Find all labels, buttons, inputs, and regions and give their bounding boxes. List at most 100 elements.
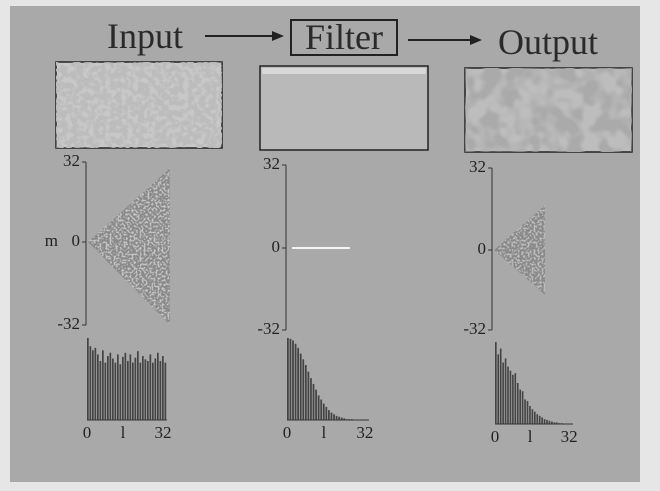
hist-bar <box>526 401 529 424</box>
hist-bar <box>147 360 149 420</box>
m-tick-label: 32 <box>263 154 280 173</box>
hist-bar <box>507 366 509 424</box>
hist-bar <box>330 412 333 420</box>
hist-bar <box>307 371 310 420</box>
output-title: Output <box>498 22 598 62</box>
hist-bar <box>548 420 551 424</box>
hist-bar <box>340 417 343 420</box>
hist-bar <box>149 354 152 420</box>
m-tick-label: 0 <box>272 237 281 256</box>
hist-bar <box>94 347 97 420</box>
m-tick-label: 0 <box>72 231 81 250</box>
hist-bar <box>92 350 94 420</box>
hist-bar <box>127 360 129 420</box>
hist-bar <box>109 352 112 420</box>
hist-bar <box>310 378 312 420</box>
hist-bar <box>543 419 546 424</box>
m-tick-label: -32 <box>57 314 80 333</box>
hist-bar <box>317 395 320 420</box>
hist-bar <box>333 414 335 420</box>
input-texture <box>56 62 222 148</box>
hist-bar <box>531 409 534 424</box>
hist-bar <box>325 406 328 420</box>
m-tick-label: 32 <box>63 151 80 170</box>
output-texture <box>465 68 632 152</box>
input-spectrum-dots <box>88 168 170 325</box>
m-tick-label: -32 <box>463 319 486 338</box>
hist-bar <box>159 360 162 420</box>
hist-bar <box>142 356 144 420</box>
hist-bar <box>97 354 99 420</box>
hist-bar <box>294 343 297 420</box>
hist-bar <box>119 364 122 420</box>
arrow-head <box>272 31 284 41</box>
hist-bar <box>546 419 548 424</box>
hist-bar <box>538 415 541 424</box>
hist-bar <box>343 418 346 420</box>
hist-bar <box>304 365 307 420</box>
hist-bar <box>534 411 536 424</box>
hist-tick-label: l <box>528 427 533 446</box>
output-spectrum-dots <box>494 205 545 295</box>
hist-bar <box>521 391 524 424</box>
hist-bar <box>134 357 137 420</box>
hist-bar <box>338 416 341 420</box>
hist-bar <box>164 362 167 420</box>
hist-bar <box>122 356 124 420</box>
hist-bar <box>315 389 317 420</box>
hist-bar <box>112 358 114 420</box>
hist-bar <box>297 347 300 420</box>
hist-bar <box>497 354 500 424</box>
hist-bar <box>107 356 109 420</box>
m-tick-label: -32 <box>257 319 280 338</box>
filter-box <box>290 19 398 56</box>
hist-tick-label: 0 <box>491 427 500 446</box>
hist-tick-label: 32 <box>356 423 373 442</box>
hist-bar <box>551 421 553 424</box>
hist-tick-label: 0 <box>283 423 292 442</box>
hist-tick-label: 0 <box>83 423 92 442</box>
m-tick-label: 0 <box>478 239 487 258</box>
hist-bar <box>152 362 154 420</box>
hist-tick-label: l <box>121 423 126 442</box>
hist-bar <box>129 354 132 420</box>
hist-bar <box>289 338 292 420</box>
filter-title: Filter <box>305 17 383 57</box>
hist-bar <box>320 399 323 420</box>
hist-bar <box>117 354 119 420</box>
hist-tick-label: 32 <box>561 427 578 446</box>
hist-bar <box>512 374 514 424</box>
hist-bar <box>104 362 107 420</box>
hist-bar <box>292 340 294 420</box>
hist-bar <box>132 362 134 420</box>
hist-bar <box>312 383 315 420</box>
hist-bar <box>322 403 325 420</box>
hist-bar <box>536 414 539 424</box>
hist-bar <box>162 356 164 420</box>
hist-bar <box>157 352 159 420</box>
hist-bar <box>516 383 519 424</box>
m-tick-label: 32 <box>469 157 486 176</box>
hist-bar <box>499 348 502 424</box>
filter-highlight <box>262 68 426 74</box>
hist-bar <box>302 359 305 420</box>
filter-image <box>259 65 429 151</box>
hist-bar <box>524 399 526 424</box>
hist-bar <box>144 359 147 420</box>
hist-bar <box>335 415 338 420</box>
hist-bar <box>154 358 157 420</box>
hist-tick-label: 32 <box>155 423 172 442</box>
hist-bar <box>102 350 104 420</box>
hist-bar <box>509 370 512 424</box>
hist-bar <box>114 362 117 420</box>
hist-bar <box>514 373 517 424</box>
hist-bar <box>124 352 127 420</box>
input-title: Input <box>107 16 183 56</box>
hist-bar <box>504 358 507 424</box>
hist-bar <box>299 353 302 420</box>
hist-bar <box>529 405 531 424</box>
hist-bar <box>139 362 142 420</box>
hist-bar <box>519 389 522 424</box>
hist-tick-label: l <box>322 423 327 442</box>
